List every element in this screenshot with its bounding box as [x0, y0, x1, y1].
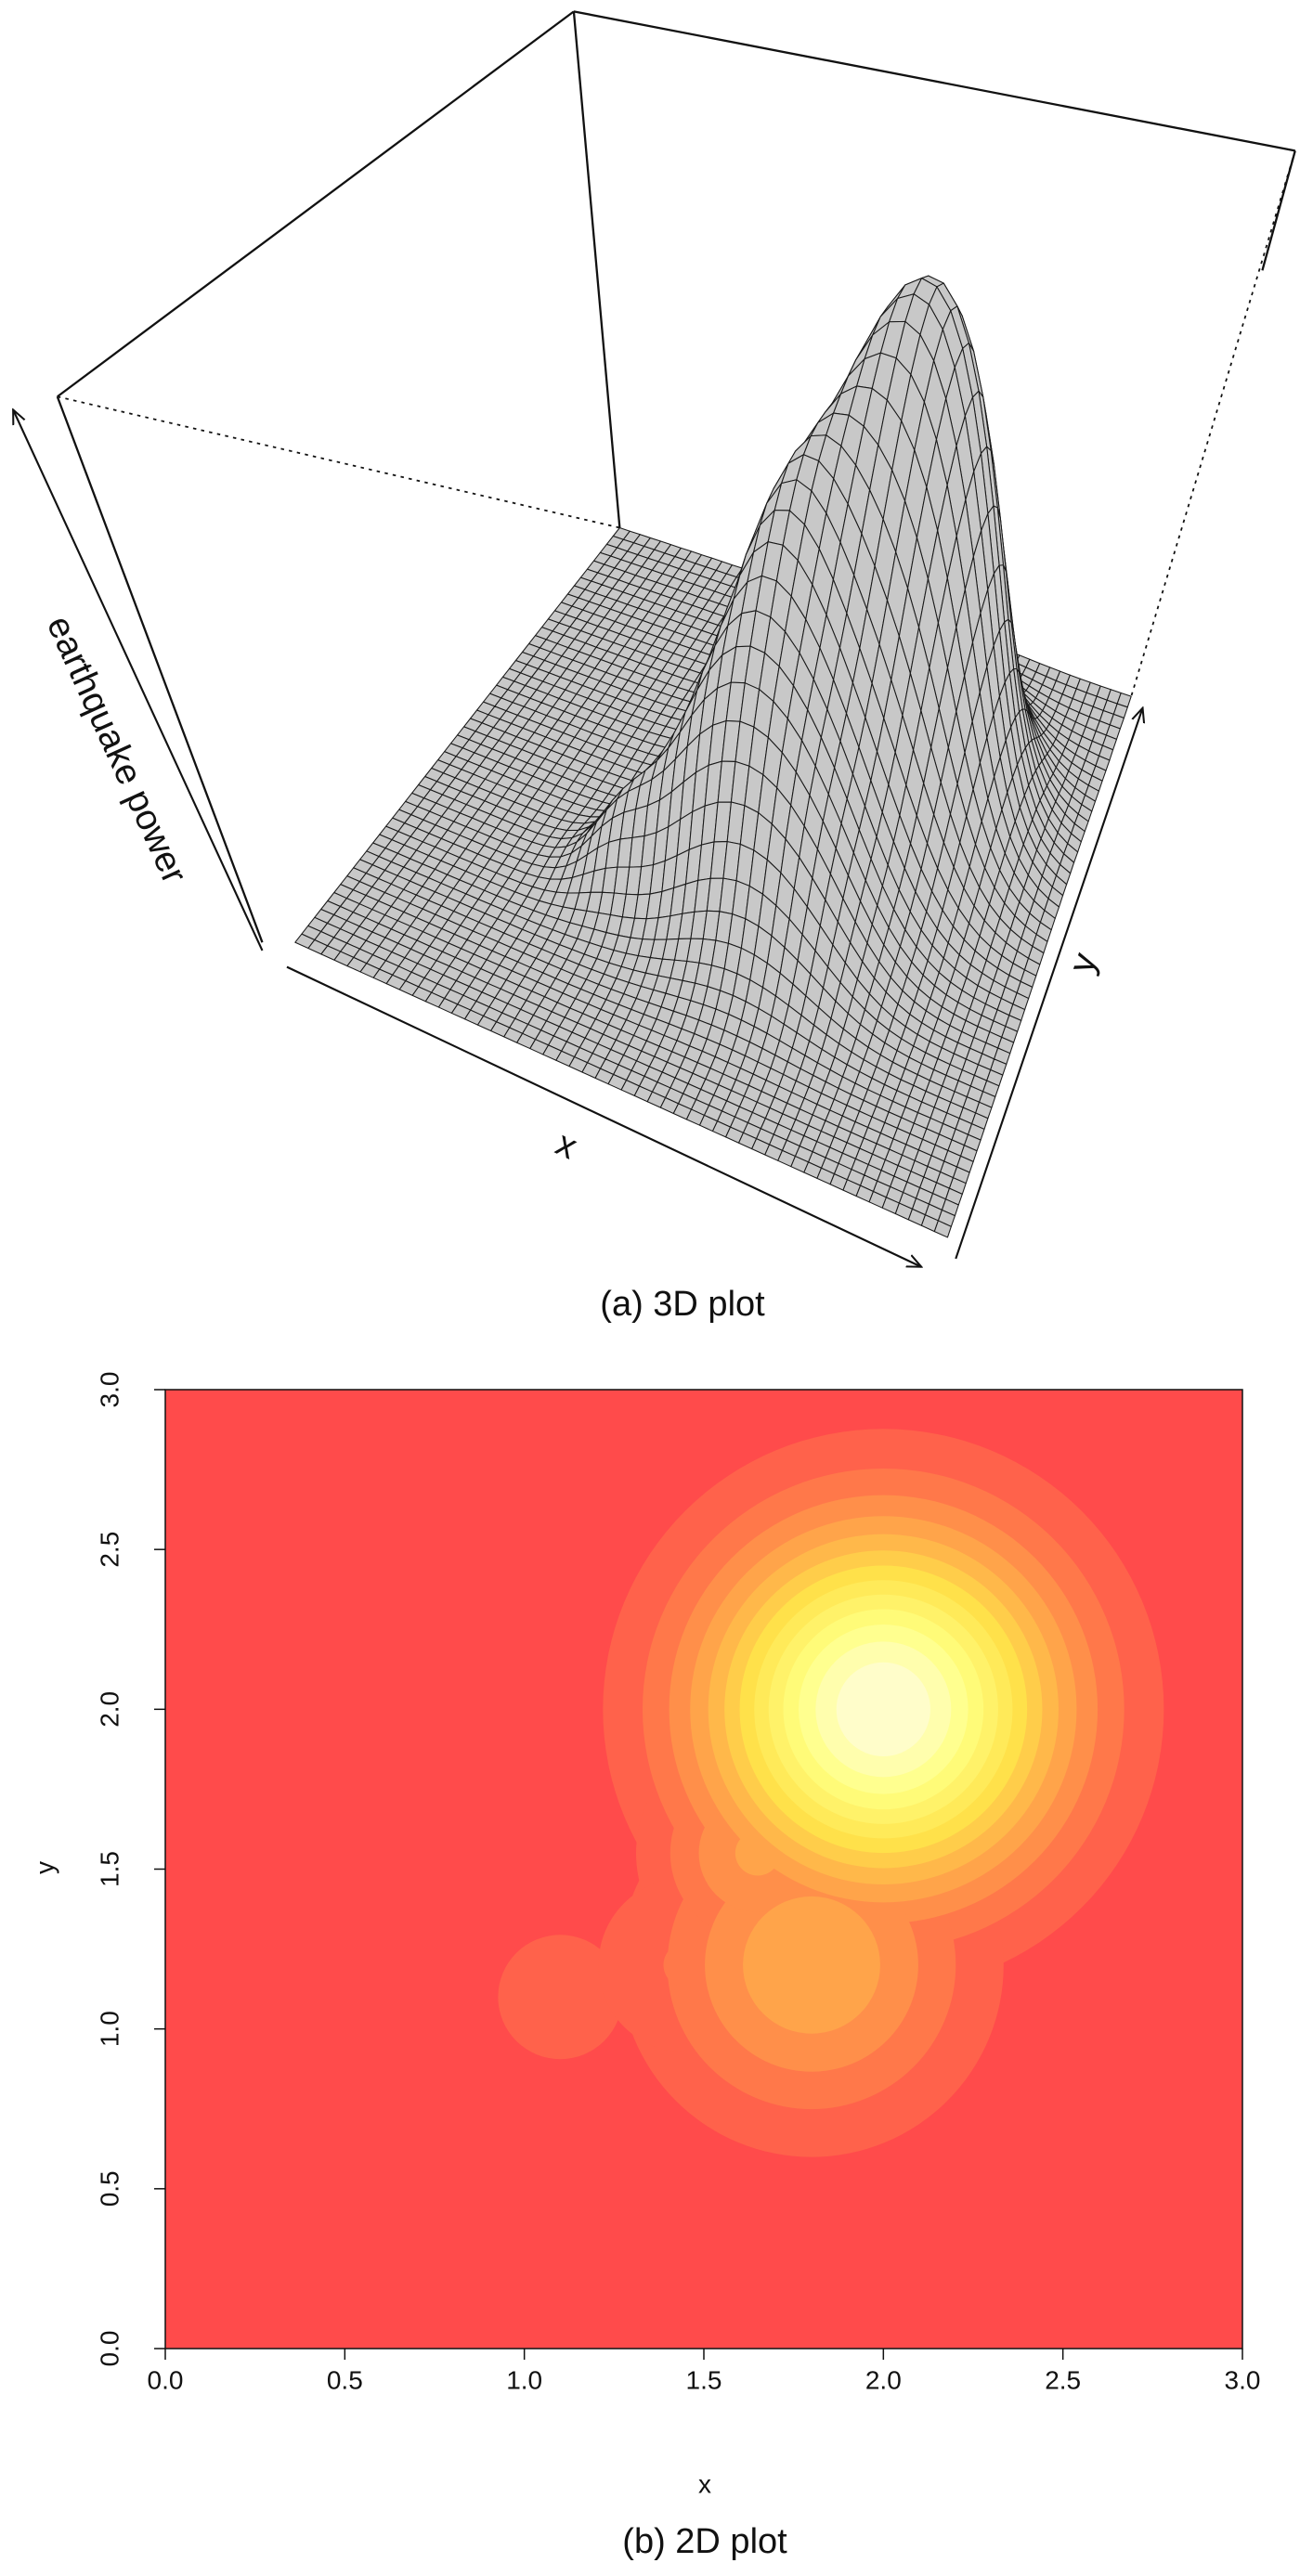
- y-tick-label: 2.0: [95, 1691, 124, 1728]
- x-tick-label: 3.0: [1225, 2365, 1261, 2394]
- heat-contour: [663, 1942, 708, 1987]
- x-tick-label: 0.0: [148, 2365, 184, 2394]
- x-tick-label: 1.0: [506, 2365, 542, 2394]
- caption: (a) 3D plot: [600, 1285, 765, 1324]
- heat-contour: [743, 1896, 880, 2034]
- box-edge: [57, 10, 575, 398]
- x-axis-label: x: [550, 1123, 583, 1167]
- x-tick-label: 1.5: [686, 2365, 722, 2394]
- y-tick-label: 2.5: [95, 1532, 124, 1568]
- y-axis-label: y: [1061, 948, 1105, 978]
- surface-panel: earthquake power x y: [13, 10, 1296, 1267]
- box-edge: [1261, 150, 1296, 271]
- heat-contour: [734, 1831, 781, 1876]
- y-axis-label: y: [30, 1861, 58, 1874]
- y-tick-label: 0.5: [95, 2170, 124, 2207]
- x-axis-label: x: [698, 2469, 711, 2498]
- heatmap: [165, 1390, 1242, 2349]
- box-edge: [572, 11, 621, 528]
- y-tick-label: 3.0: [95, 1372, 124, 1408]
- heatmap-panel: x y 0.0 0.5 1.0 1.5 2.0 2.5 3.0 0.0 0.5 1.0 1.5 2.0…: [30, 1372, 1260, 2499]
- z-axis-label: earthquake power: [39, 610, 195, 889]
- z-axis-arrow: [13, 409, 264, 951]
- y-tick-label: 1.5: [95, 1851, 124, 1887]
- y-tick-label: 1.0: [95, 2011, 124, 2047]
- box-edge: [56, 395, 264, 943]
- y-axis-arrow: [955, 708, 1142, 1260]
- x-axis-arrow: [286, 965, 921, 1267]
- x-tick-label: 2.5: [1045, 2365, 1081, 2394]
- caption: (b) 2D plot: [622, 2522, 787, 2561]
- box-edge: [573, 10, 1295, 152]
- heat-contour: [836, 1662, 930, 1756]
- surface: [294, 275, 1132, 1238]
- heat-contour: [498, 1935, 623, 2060]
- box-edge-hidden: [1130, 150, 1296, 697]
- box-edge-hidden: [57, 395, 620, 529]
- x-tick-label: 0.5: [327, 2365, 363, 2394]
- y-tick-label: 0.0: [95, 2331, 124, 2367]
- x-tick-label: 2.0: [865, 2365, 902, 2394]
- surface-facet: [933, 1220, 952, 1238]
